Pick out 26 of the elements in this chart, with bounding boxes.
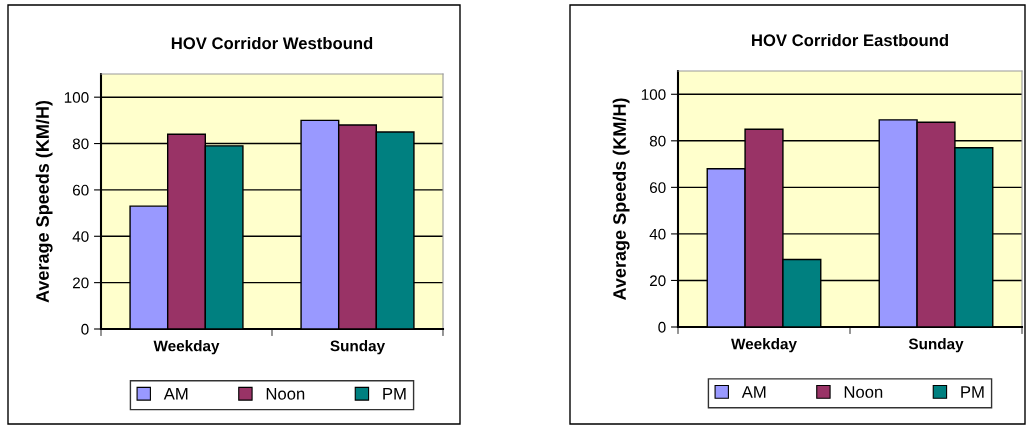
y-tick-label: 20 [649,275,666,287]
y-tick-label: 0 [81,323,89,335]
x-tick-label: Sunday [908,338,964,353]
y-tick-label: 40 [72,231,89,242]
y-tick-label: 60 [649,182,666,194]
y-tick-label: 60 [72,184,89,196]
legend-label: PM [961,386,984,398]
x-tick-label: Weekday [731,338,797,353]
y-axis-title: Average Speeds (KM/H) [612,98,630,301]
y-tick-label: 20 [72,277,89,289]
legend-label: PM [383,388,406,400]
legend-label: Noon [844,386,883,398]
legend-label: Noon [266,388,305,400]
y-tick-label: 0 [658,321,666,333]
legend-label: AM [163,388,188,400]
chart-title: HOV Corridor Eastbound [752,33,948,47]
y-tick-label: 80 [72,138,89,150]
y-tick-label: 80 [649,135,666,147]
legend-label: AM [741,386,766,398]
y-axis-title: Average Speeds (KM/H) [35,100,53,303]
x-tick-label: Sunday [330,340,386,355]
y-tick-label: 100 [641,89,666,100]
y-tick-label: 40 [649,228,666,240]
x-tick-label: Weekday [153,340,220,355]
chart-title: HOV Corridor Westbound [171,36,373,50]
y-tick-label: 100 [64,92,89,103]
